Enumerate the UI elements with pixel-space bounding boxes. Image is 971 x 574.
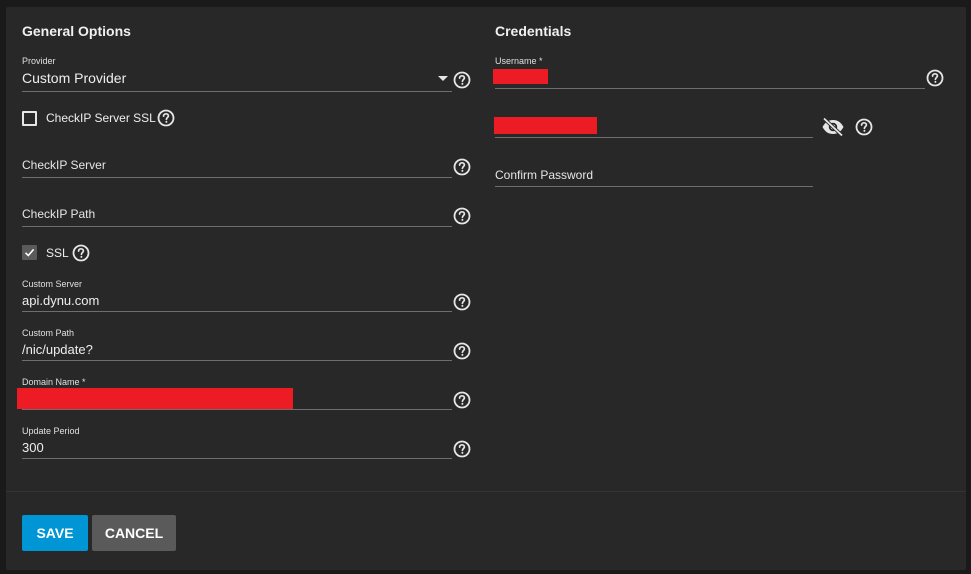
username-underline <box>495 88 925 89</box>
domain-name-label: Domain Name * <box>22 377 86 387</box>
help-icon[interactable] <box>855 118 873 136</box>
password-underline <box>495 137 813 138</box>
confirm-password-underline <box>495 186 813 187</box>
update-period-input[interactable]: 300 <box>22 440 44 455</box>
general-options-title: General Options <box>22 23 131 39</box>
custom-path-underline <box>22 360 452 361</box>
help-icon[interactable] <box>453 391 471 409</box>
eye-off-icon[interactable] <box>821 117 845 137</box>
help-icon[interactable] <box>453 342 471 360</box>
confirm-password-input[interactable]: Confirm Password <box>495 168 594 182</box>
custom-path-input[interactable]: /nic/update? <box>22 342 93 357</box>
chevron-down-icon[interactable] <box>438 76 448 81</box>
credentials-title: Credentials <box>495 23 572 39</box>
checkip-path-input[interactable]: CheckIP Path <box>22 207 96 221</box>
checkip-ssl-label: CheckIP Server SSL <box>46 111 156 125</box>
help-icon[interactable] <box>453 207 471 225</box>
dynamic-dns-form: General Options Provider Custom Provider… <box>6 7 966 570</box>
footer-divider <box>6 491 966 492</box>
help-icon[interactable] <box>926 69 944 87</box>
provider-select[interactable]: Custom Provider <box>22 70 127 86</box>
custom-path-label: Custom Path <box>22 328 75 338</box>
update-period-underline <box>22 458 452 459</box>
help-icon[interactable] <box>453 71 471 89</box>
check-icon <box>24 248 35 257</box>
save-button[interactable]: SAVE <box>22 515 88 551</box>
provider-underline <box>22 91 452 92</box>
update-period-label: Update Period <box>22 426 80 436</box>
username-input-redacted[interactable] <box>493 69 548 84</box>
help-icon[interactable] <box>72 244 90 262</box>
checkip-ssl-checkbox[interactable] <box>22 111 37 126</box>
checkip-server-input[interactable]: CheckIP Server <box>22 158 106 172</box>
username-label: Username * <box>495 56 543 66</box>
help-icon[interactable] <box>157 109 175 127</box>
checkip-path-underline <box>22 226 452 227</box>
custom-server-input[interactable]: api.dynu.com <box>22 293 100 308</box>
domain-name-underline <box>22 409 452 410</box>
ssl-label: SSL <box>46 246 69 260</box>
help-icon[interactable] <box>453 293 471 311</box>
cancel-button[interactable]: CANCEL <box>92 515 176 551</box>
ssl-checkbox[interactable] <box>22 245 37 260</box>
custom-server-underline <box>22 311 452 312</box>
help-icon[interactable] <box>453 440 471 458</box>
password-input-redacted[interactable] <box>494 117 597 134</box>
custom-server-label: Custom Server <box>22 279 83 289</box>
help-icon[interactable] <box>453 158 471 176</box>
provider-label: Provider <box>22 56 56 66</box>
checkip-server-underline <box>22 177 452 178</box>
domain-name-input-redacted[interactable] <box>17 388 293 409</box>
